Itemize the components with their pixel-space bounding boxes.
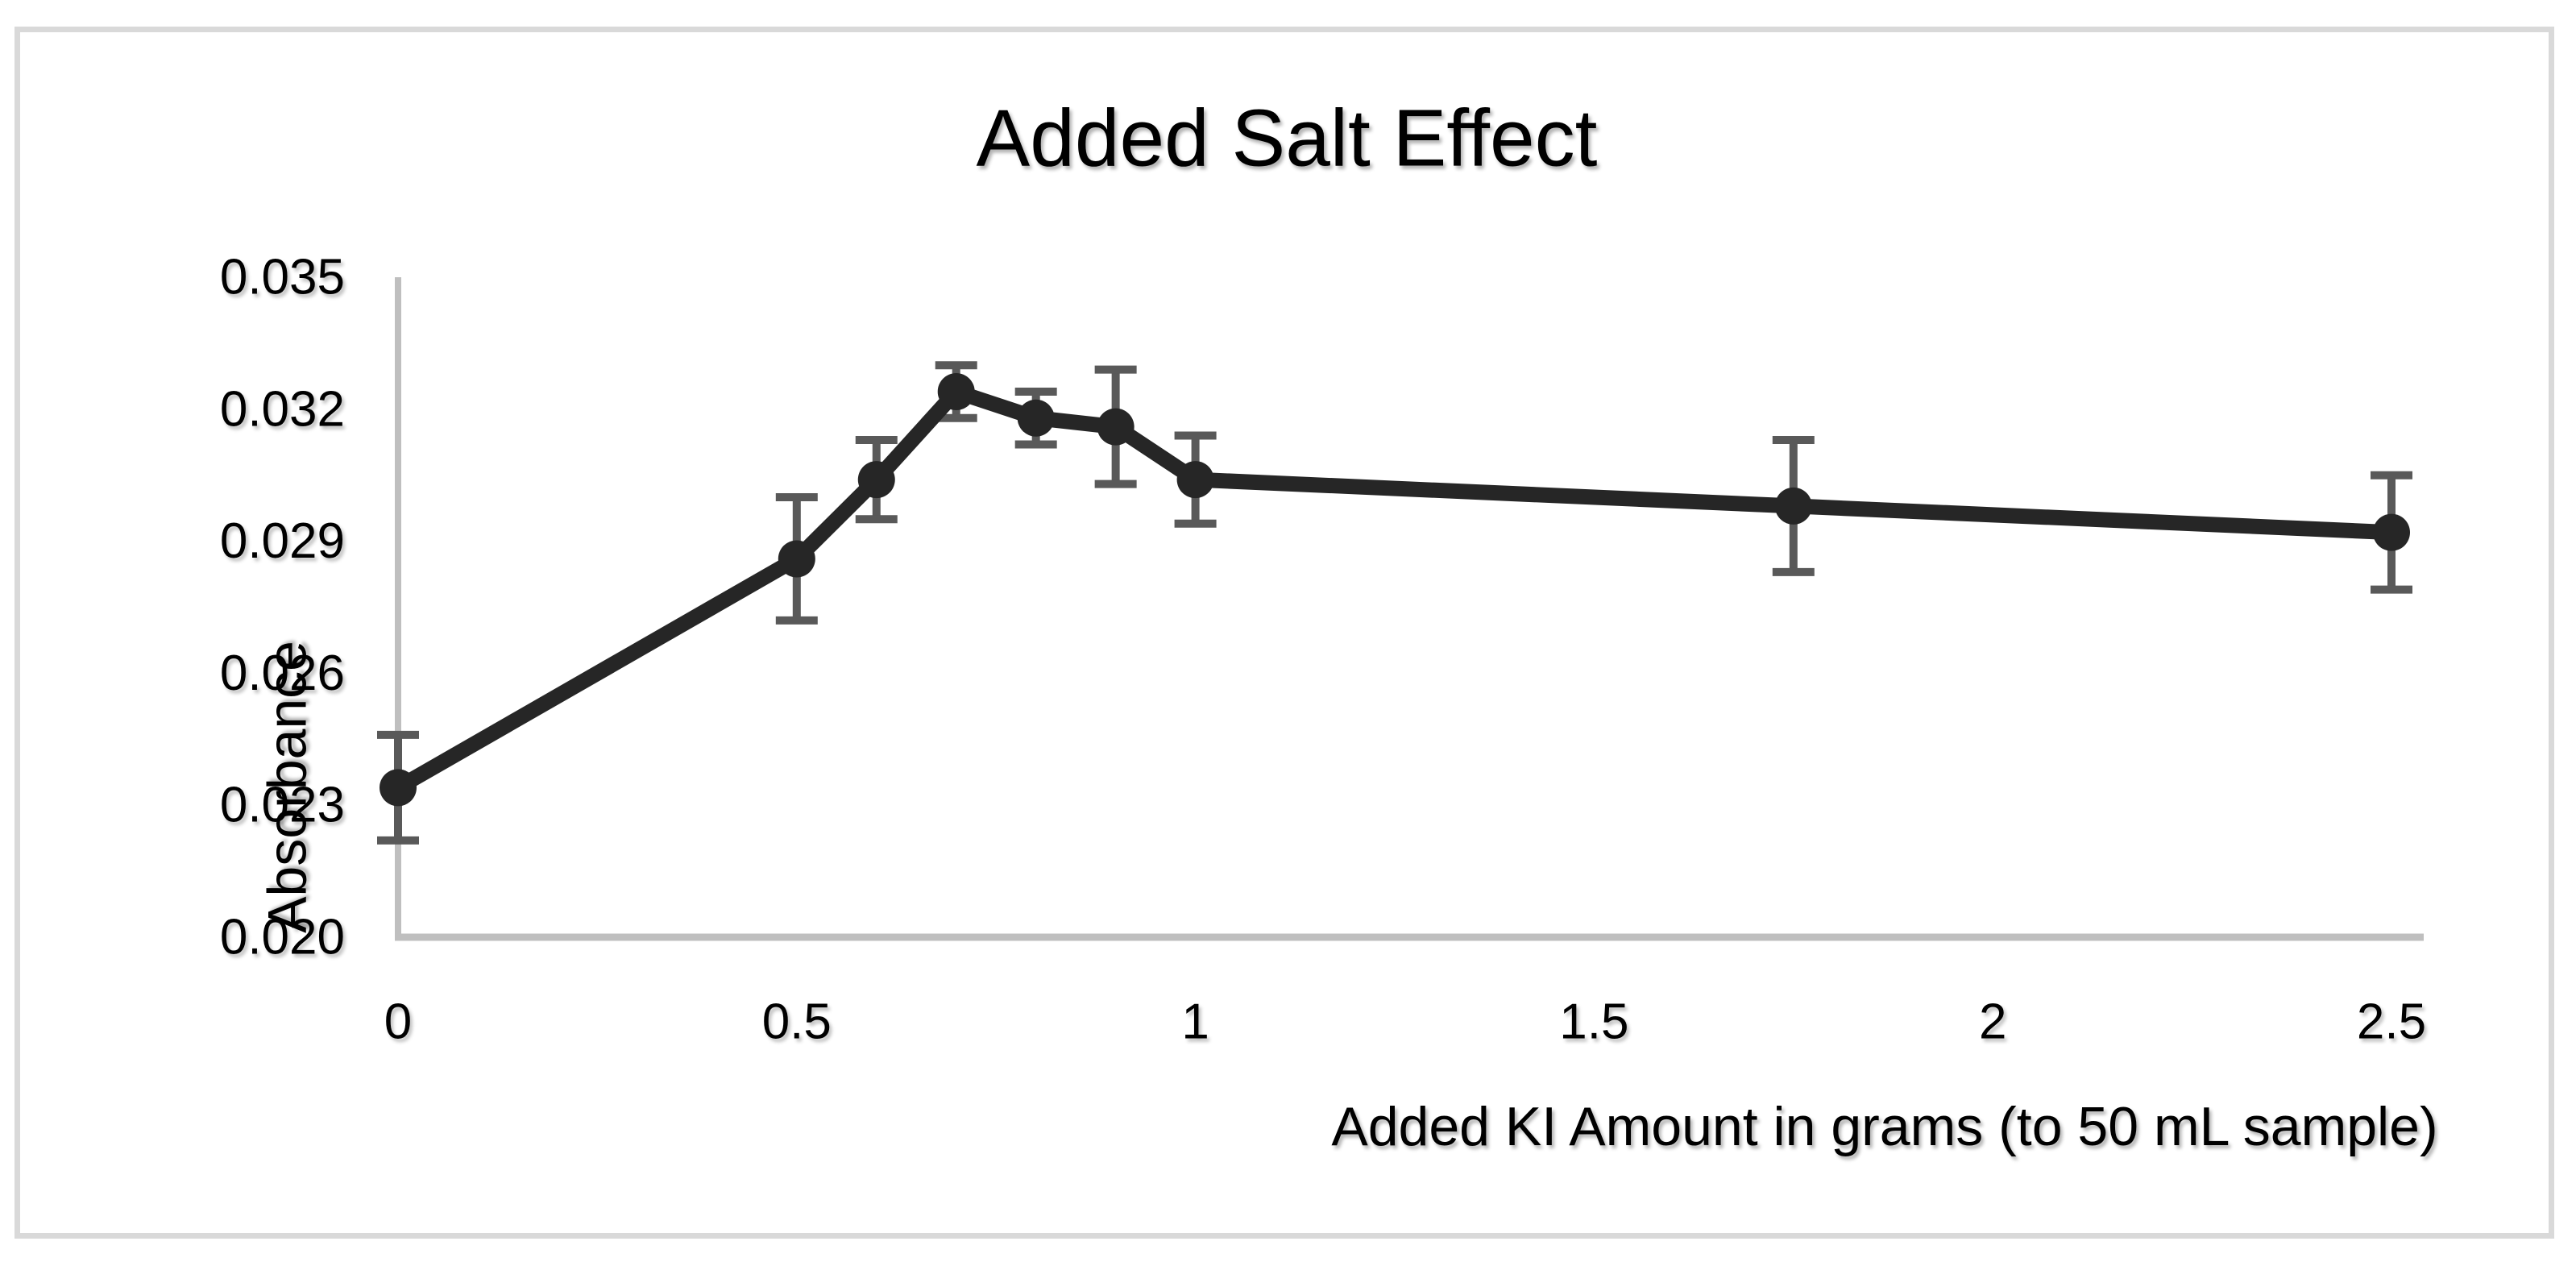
x-tick-label: 2.5 [2357,994,2426,1050]
x-tick-label: 0.5 [762,994,832,1050]
y-tick-label: 0.035 [220,250,345,305]
data-point-marker [2373,513,2410,551]
data-point-marker [1176,461,1214,499]
chart-border [15,27,2554,1239]
data-point-marker [1017,399,1055,437]
y-tick-label: 0.020 [220,910,345,965]
data-point-marker [1774,487,1812,525]
data-point-marker [778,540,815,578]
y-tick-label: 0.032 [220,381,345,437]
x-tick-label: 2 [1979,994,2006,1050]
chart-title: Added Salt Effect [976,93,1598,184]
x-tick-label: 1.5 [1559,994,1628,1050]
y-tick-label: 0.023 [220,778,345,833]
y-tick-label: 0.026 [220,646,345,701]
data-point-marker [857,461,895,499]
x-axis-title: Added KI Amount in grams (to 50 mL sampl… [1331,1096,2438,1157]
y-tick-label: 0.029 [220,513,345,569]
series-line [390,384,2400,795]
x-tick-label: 1 [1181,994,1209,1050]
data-point-marker [937,372,975,410]
data-point-marker [380,769,417,807]
data-point-marker [1097,408,1135,446]
x-tick-label: 0 [384,994,412,1050]
